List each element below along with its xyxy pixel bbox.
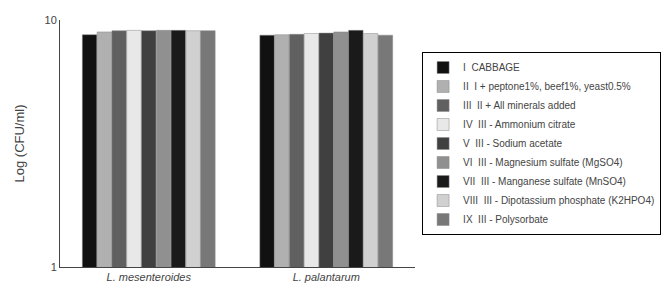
svg-text:Log (CFU/ml): Log (CFU/ml) <box>12 104 27 182</box>
svg-text:L. mesenteroides: L. mesenteroides <box>107 271 192 283</box>
svg-text:VII III - Manganese sulfate (: VII III - Manganese sulfate (MnSO4) <box>463 176 626 187</box>
svg-text:V III - Sodium acetate: V III - Sodium acetate <box>463 138 562 149</box>
svg-text:III II + All minerals added: III II + All minerals added <box>463 100 576 111</box>
svg-text:VIII III - Dipotassium phosph: VIII III - Dipotassium phosphate (K2HPO4… <box>463 195 654 206</box>
svg-text:10: 10 <box>45 14 57 26</box>
svg-text:VI III - Magnesium sulfate (M: VI III - Magnesium sulfate (MgSO4) <box>463 157 622 168</box>
svg-text:IV III - Ammonium citrate: IV III - Ammonium citrate <box>463 119 576 130</box>
svg-text:II I + peptone1%, beef1%, yea: II I + peptone1%, beef1%, yeast0.5% <box>463 81 631 92</box>
svg-text:1: 1 <box>51 261 57 273</box>
svg-text:IX III - Polysorbate: IX III - Polysorbate <box>463 214 548 225</box>
svg-text:L. palantarum: L. palantarum <box>293 271 360 283</box>
svg-text:I CABBAGE: I CABBAGE <box>463 62 520 73</box>
